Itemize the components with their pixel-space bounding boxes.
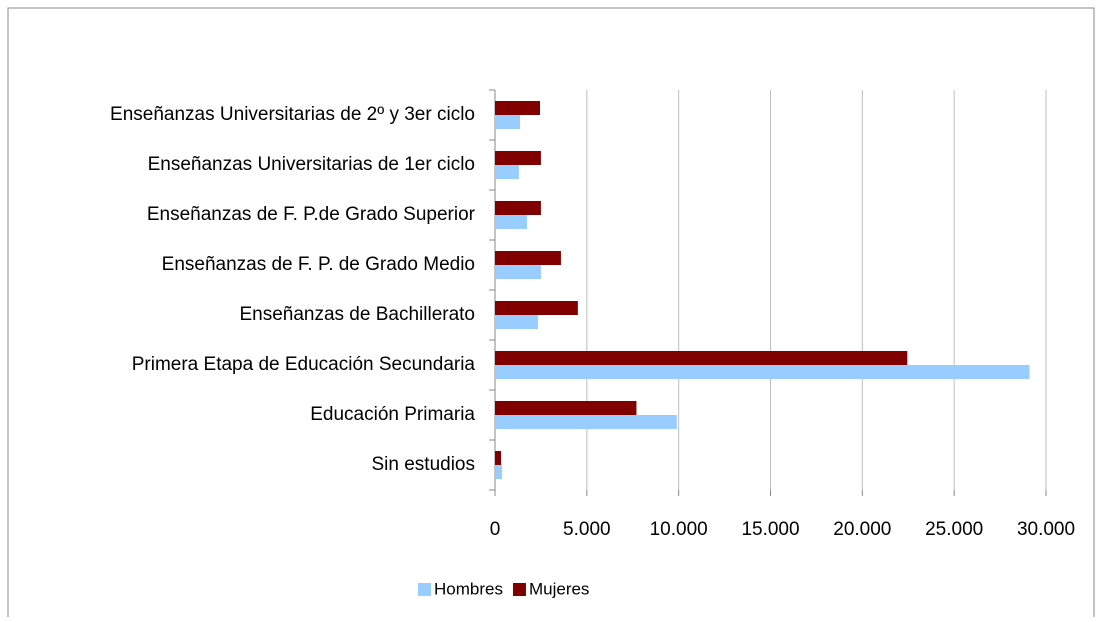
- bar: [495, 401, 637, 415]
- y-tick-label: Enseñanzas Universitarias de 1er ciclo: [148, 154, 475, 175]
- bar: [495, 451, 502, 465]
- bar: [495, 251, 561, 265]
- bar: [495, 351, 908, 365]
- bar: [495, 265, 541, 279]
- legend-swatch: [418, 583, 431, 596]
- x-tick-label: 5.000: [563, 519, 611, 540]
- bar: [495, 215, 527, 229]
- y-tick-label: Primera Etapa de Educación Secundaria: [132, 354, 476, 375]
- x-tick-label: 15.000: [741, 519, 799, 540]
- legend-label: Mujeres: [529, 579, 589, 598]
- y-tick-label: Enseñanzas de F. P. de Grado Medio: [162, 254, 475, 275]
- y-tick-label: Enseñanzas de F. P.de Grado Superior: [147, 204, 476, 225]
- x-tick-label: 0: [490, 519, 501, 540]
- bar: [495, 465, 502, 479]
- x-tick-label: 20.000: [833, 519, 891, 540]
- bar: [495, 365, 1030, 379]
- bar: [495, 201, 541, 215]
- y-tick-label: Enseñanzas Universitarias de 2º y 3er ci…: [110, 104, 475, 125]
- y-tick-label: Sin estudios: [371, 454, 475, 475]
- y-tick-label: Educación Primaria: [310, 404, 475, 425]
- chart-frame: [7, 7, 1095, 617]
- x-tick-label: 25.000: [925, 519, 983, 540]
- bar: [495, 151, 541, 165]
- x-tick-label: 10.000: [650, 519, 708, 540]
- legend-label: Hombres: [434, 579, 503, 598]
- legend-swatch: [512, 583, 526, 596]
- x-tick-label: 30.000: [1017, 519, 1075, 540]
- bar: [495, 101, 540, 115]
- bar: [495, 415, 677, 429]
- legend: Hombres Mujeres: [418, 579, 589, 598]
- y-tick-label: Enseñanzas de Bachillerato: [239, 304, 475, 325]
- bar: [495, 115, 520, 129]
- bar: [495, 301, 578, 315]
- bar: [495, 165, 519, 179]
- bar: [495, 315, 538, 329]
